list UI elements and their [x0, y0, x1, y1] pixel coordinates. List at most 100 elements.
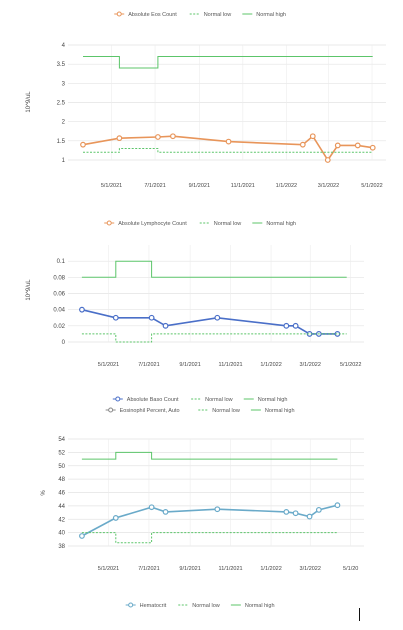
c2-point-1 [112, 515, 119, 521]
c2-ylabel: % [41, 490, 47, 496]
c0-ylabel: 10^9/uL [26, 91, 32, 113]
c2-ytick-6: 50 [58, 464, 65, 470]
c1-point-4 [214, 314, 221, 321]
c1-xtick-1: 7/1/2021 [138, 362, 159, 368]
c1-series-high-line [81, 260, 347, 278]
c2-xtick-3: 11/1/2021 [219, 566, 243, 572]
c0-point-1 [116, 135, 123, 142]
c2-point-2 [148, 504, 155, 511]
legend-c1a-1-label: Normal low [214, 221, 242, 227]
legend-c2b-1-label: Normal low [212, 408, 240, 414]
c1-ylabel: 10^9/uL [26, 279, 32, 301]
c1-point-1 [112, 314, 119, 321]
c2-xtick-0: 5/1/2021 [98, 566, 119, 572]
c2-ytick-8: 54 [58, 437, 65, 443]
c0-point-4 [225, 138, 232, 145]
legend-c2bottom-0-label: Hematocrit [140, 603, 167, 609]
c2-xtick-2: 9/1/2021 [179, 566, 200, 572]
c2-point-3 [162, 508, 169, 515]
c2-xtick-6: 5/1/20 [343, 566, 358, 572]
c1-ytick-5: 0.1 [57, 259, 66, 265]
c2-ytick-1: 40 [58, 531, 65, 537]
c2-xtick-5: 3/1/2022 [300, 566, 321, 572]
c1-point-6 [292, 322, 299, 329]
legend-c0a-0-label: Absolute Eos Count [128, 12, 177, 18]
legend-c0a-0-marker [116, 11, 122, 17]
legend-c2b-2-label: Normal high [265, 408, 295, 414]
c0-point-7 [324, 157, 331, 163]
chart-lymph-svg: Absolute Lymphocyte Count Normal low Norma… [26, 220, 364, 368]
c1-xtick-2: 9/1/2021 [179, 362, 200, 368]
legend-c0a-2-label: Normal high [256, 12, 286, 18]
c1-ytick-4: 0.08 [53, 275, 65, 281]
c0-series-low-line [83, 148, 373, 153]
c1-ytick-1: 0.02 [53, 324, 65, 330]
c2-point-8 [315, 506, 322, 513]
c2-series-data-line [81, 504, 338, 537]
legend-c2a-0-marker [115, 396, 121, 402]
c0-xtick-6: 5/1/2022 [361, 183, 382, 189]
c2-series-low-line [81, 532, 338, 544]
c0-point-3 [170, 133, 176, 140]
c1-point-0 [79, 306, 85, 313]
legend-c2b-0-label: Eosinophil Percent, Auto [120, 408, 180, 414]
chart-eos: Absolute Eos Count Normal low Normal high 1… [0, 0, 403, 200]
c1-ytick-0: 0 [62, 340, 66, 346]
c0-xtick-1: 7/1/2021 [144, 183, 165, 189]
c1-point-2 [148, 314, 155, 321]
legend-c2a-0-label: Absolute Baso Count [127, 397, 179, 403]
c0-ytick-1: 1.5 [57, 139, 66, 145]
c0-xtick-3: 11/1/2021 [231, 183, 255, 189]
c1-point-3 [162, 322, 169, 329]
legend-c2b-0-marker [108, 407, 114, 413]
chart-lymph: Absolute Lymphocyte Count Normal low Norma… [0, 210, 403, 380]
legend-c2a-1-label: Normal low [205, 397, 233, 403]
c2-point-9 [334, 502, 341, 509]
legend-c1a-0-label: Absolute Lymphocyte Count [118, 221, 187, 227]
c0-ytick-0: 1 [62, 158, 66, 164]
c2-point-4 [214, 506, 221, 513]
chart-hematocrit: Absolute Baso Count Normal low Normal high… [0, 392, 403, 614]
legend-c2a-2-label: Normal high [258, 397, 288, 403]
c0-ytick-6: 4 [62, 43, 66, 49]
legend-c0a-1-label: Normal low [204, 12, 232, 18]
c0-ytick-4: 3 [62, 81, 66, 87]
c2-ytick-5: 48 [58, 477, 65, 483]
c1-xtick-3: 11/1/2021 [219, 362, 243, 368]
c2-point-0 [79, 533, 85, 539]
c1-ytick-2: 0.04 [53, 308, 65, 314]
c0-xtick-4: 1/1/2022 [276, 183, 297, 189]
c0-point-6 [309, 133, 316, 140]
legend-c1a-0-marker [106, 220, 112, 226]
c1-xtick-4: 1/1/2022 [260, 362, 281, 368]
c2-ytick-2: 42 [58, 517, 65, 523]
legend-c1a-2-label: Normal high [266, 221, 296, 227]
c2-point-7 [306, 513, 313, 520]
c0-point-5 [299, 141, 306, 148]
c1-series-low-line [81, 333, 347, 343]
c2-series-high-line [81, 451, 338, 460]
c0-point-9 [354, 142, 361, 149]
legend-c2bottom-2-label: Normal high [245, 603, 275, 609]
c0-point-8 [334, 142, 341, 149]
c0-ytick-2: 2 [62, 120, 66, 126]
chart-eos-svg: Absolute Eos Count Normal low Normal high 1… [26, 11, 386, 189]
c1-xtick-6: 5/1/2022 [340, 362, 361, 368]
c1-series-data-line [81, 308, 338, 335]
c0-xtick-2: 9/1/2021 [189, 183, 210, 189]
c0-series-high-line [83, 56, 373, 69]
c0-ytick-5: 3.5 [57, 62, 66, 68]
legend-c2bottom-1-label: Normal low [192, 603, 220, 609]
c2-ytick-3: 44 [58, 504, 65, 510]
c2-ytick-0: 38 [58, 544, 65, 550]
c2-ytick-4: 46 [58, 491, 65, 497]
c0-ytick-3: 2.5 [57, 101, 66, 107]
c2-point-6 [292, 510, 299, 517]
c1-point-5 [283, 322, 290, 329]
c1-xtick-0: 5/1/2021 [98, 362, 119, 368]
c0-xtick-5: 3/1/2022 [318, 183, 339, 189]
c2-xtick-1: 7/1/2021 [138, 566, 159, 572]
chart-hematocrit-svg: Absolute Baso Count Normal low Normal high… [41, 396, 364, 609]
c2-ytick-7: 52 [58, 450, 65, 456]
c2-xtick-4: 1/1/2022 [260, 566, 281, 572]
